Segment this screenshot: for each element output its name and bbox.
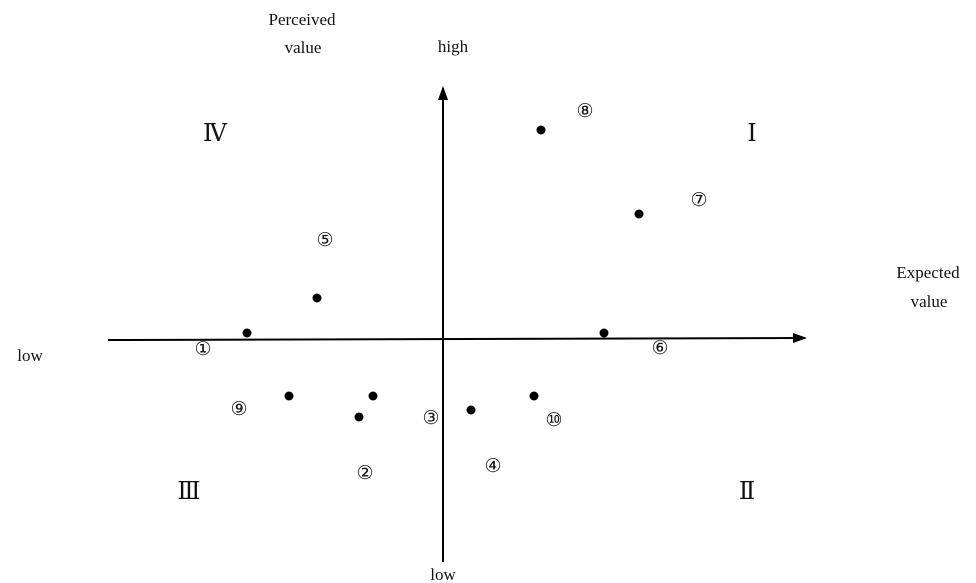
data-point-label-7: ⑦ (690, 190, 707, 211)
y-low-label: low (430, 565, 456, 583)
quadrant-ii-label: Ⅱ (739, 479, 755, 505)
x-axis-title-line1: Expected (896, 263, 960, 282)
x-axis (107, 333, 807, 344)
data-point-label-3: ③ (422, 408, 439, 429)
data-point-8 (536, 125, 546, 135)
data-point-2 (354, 412, 364, 422)
data-point-label-6: ⑥ (651, 338, 668, 359)
data-point-10 (529, 391, 539, 401)
data-points-layer: ① ② ③ ④ ⑤ ⑥ ⑦ ⑧ ⑨ ⑩ (194, 101, 707, 484)
data-point-4 (466, 405, 476, 415)
data-point-label-9: ⑨ (230, 399, 247, 420)
quadrant-i-label: Ⅰ (747, 121, 756, 147)
data-point-label-10: ⑩ (545, 410, 562, 431)
y-axis-title-line2: value (285, 38, 322, 57)
x-axis-title-line2: value (911, 292, 948, 311)
data-point-label-2: ② (356, 463, 373, 484)
data-point-6 (599, 328, 609, 338)
data-point-9 (284, 391, 294, 401)
data-point-label-5: ⑤ (316, 230, 333, 251)
y-axis-title-line1: Perceived (268, 10, 336, 29)
data-point-label-1: ① (194, 339, 211, 360)
data-point-label-8: ⑧ (576, 101, 593, 122)
data-point-1 (242, 328, 252, 338)
quadrant-iv-label: Ⅳ (203, 121, 228, 147)
data-point-label-4: ④ (484, 456, 501, 477)
y-high-label: high (438, 37, 469, 56)
data-point-7 (634, 209, 644, 219)
data-point-3 (368, 391, 378, 401)
data-point-5 (312, 293, 322, 303)
quadrant-iii-label: Ⅲ (177, 479, 200, 505)
x-low-label: low (17, 346, 43, 365)
